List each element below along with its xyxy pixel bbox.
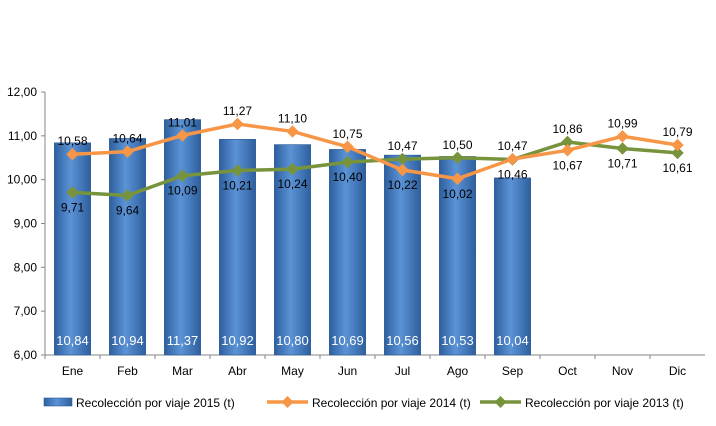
series-2014-label: 11,01	[168, 115, 197, 129]
x-tick-label: Jun	[338, 364, 357, 378]
series-2014-point	[231, 117, 244, 131]
bar	[109, 138, 146, 356]
series-2014-point	[451, 172, 464, 186]
bar-value-label: 10,80	[276, 333, 309, 348]
x-tick-label: Nov	[612, 364, 633, 378]
series-2013-point	[341, 155, 354, 169]
legend-swatch-2015	[43, 397, 73, 407]
series-2014-label: 10,64	[112, 132, 142, 146]
series-2014-point	[396, 163, 409, 177]
series-2013-label: 10,71	[607, 157, 637, 171]
y-tick-label: 11,00	[8, 129, 37, 143]
series-2013-label: 10,61	[662, 161, 692, 175]
y-tick-label: 7,00	[14, 304, 38, 318]
series-2014-label: 10,75	[332, 127, 362, 141]
bar-value-label: 10,56	[386, 333, 419, 348]
series-2014-point	[286, 125, 299, 138]
bars-2015	[54, 119, 531, 356]
x-tick-label: May	[281, 364, 304, 378]
series-2013-point	[121, 189, 134, 202]
series-2013-point	[671, 146, 684, 160]
series-2014-line	[72, 122, 678, 181]
series-2014-point	[671, 138, 684, 152]
series-2014-label: 11,27	[223, 104, 252, 118]
x-tick-label: Ago	[447, 364, 469, 378]
x-tick-label: Mar	[172, 364, 193, 378]
y-tick-label: 12,00	[7, 85, 37, 99]
x-tick-label: Jul	[395, 364, 410, 378]
series-2014-point	[561, 143, 574, 157]
bar	[54, 142, 91, 356]
series-2013-label: 10,24	[277, 177, 307, 191]
series-2014-point	[176, 129, 189, 142]
series-2014-label: 10,58	[57, 134, 87, 148]
bar-value-label: 10,53	[441, 333, 474, 348]
y-tick-label: 6,00	[14, 348, 38, 362]
series-2013-point	[176, 169, 189, 183]
series-2014-point	[341, 140, 354, 154]
series-2013-line	[72, 140, 678, 198]
legend-marker-2014	[281, 396, 294, 408]
bar-value-label: 10,92	[221, 333, 254, 348]
axes: 6,00 7,00 8,00 9,00 10,00 11,00 12,00 Ene Feb Mar…	[7, 85, 705, 378]
series-2014-point	[121, 145, 134, 158]
x-tick-label: Ene	[62, 364, 84, 378]
series-2013-label: 9,71	[61, 200, 85, 214]
series-2013-label: 10,40	[332, 170, 362, 184]
series-2014-point	[506, 152, 519, 166]
legend: Recolección por viaje 2015 (t) Recolecció…	[43, 396, 684, 410]
bar	[439, 156, 476, 356]
bar-value-label: 10,94	[111, 333, 144, 348]
y-tick-label: 8,00	[14, 260, 38, 274]
series-2013-label: 10,21	[222, 178, 252, 192]
bar-value-label: 10,69	[331, 333, 364, 348]
y-tick-label: 9,00	[14, 217, 38, 231]
legend-label-2015: Recolección por viaje 2015 (t)	[76, 396, 235, 410]
series-2014-label: 10,67	[552, 158, 582, 172]
series-2014-point	[66, 147, 79, 161]
series-2014-label: 10,22	[387, 178, 417, 192]
series-2013-point	[66, 186, 79, 199]
x-tick-label: Dic	[669, 364, 686, 378]
series-2013-label: 10,86	[552, 122, 582, 136]
legend-label-2014: Recolección por viaje 2014 (t)	[312, 396, 471, 410]
bar-value-label: 11,37	[167, 333, 199, 348]
x-tick-label: Sep	[502, 364, 524, 378]
series-2014-point	[616, 129, 629, 143]
series-2013-label: 10,09	[167, 184, 197, 198]
x-tick-label: Feb	[117, 364, 138, 378]
x-tick-label: Abr	[228, 364, 247, 378]
series-2013-label: 9,64	[116, 203, 140, 217]
bar	[494, 177, 531, 356]
series-2013-label: 10,46	[497, 168, 527, 182]
bar-value-label: 10,04	[496, 333, 529, 348]
series-2013-point	[616, 142, 629, 155]
legend-label-2013: Recolección por viaje 2013 (t)	[525, 396, 684, 410]
series-2014-label: 10,02	[442, 187, 472, 201]
series-2013-label: 10,50	[442, 138, 472, 152]
series-2014-label: 11,10	[278, 111, 307, 125]
x-tick-label: Oct	[558, 364, 577, 378]
series-2013-point	[286, 162, 299, 176]
y-tick-label: 10,00	[7, 173, 37, 187]
lines	[66, 117, 684, 202]
legend-marker-2013	[494, 396, 507, 408]
bar	[329, 149, 366, 356]
series-2013-point	[231, 164, 244, 177]
series-2013-point	[451, 151, 464, 165]
series-2014-label: 10,99	[607, 116, 637, 130]
bar	[274, 144, 311, 356]
series-2014-label: 10,79	[662, 125, 692, 139]
bar	[164, 119, 201, 356]
series-2014-label: 10,47	[497, 139, 527, 153]
series-2013-label: 10,47	[387, 139, 417, 153]
data-labels: 10,84 10,94 11,37 10,92 10,80 10,69 10,56 10,53…	[56, 104, 693, 348]
bar	[384, 154, 421, 356]
bar-value-label: 10,84	[56, 333, 89, 348]
